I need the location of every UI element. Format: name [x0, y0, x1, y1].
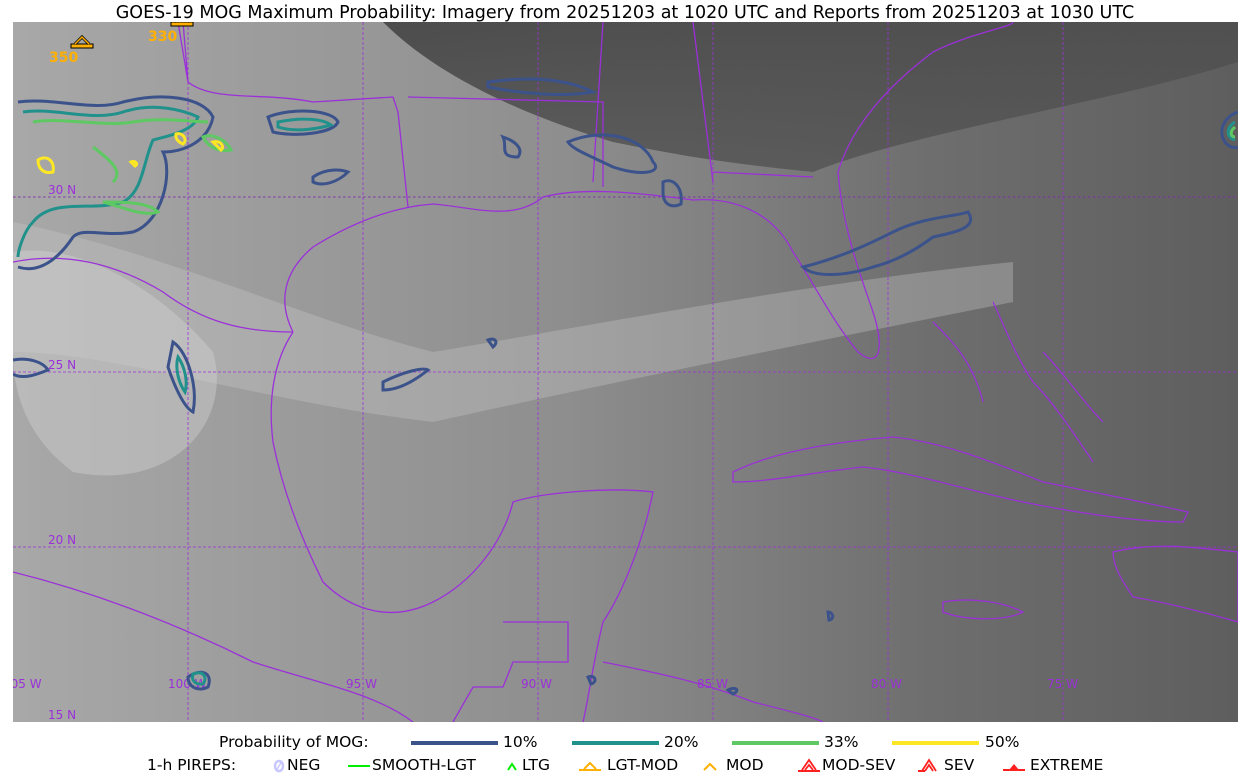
bahamas — [932, 301, 1104, 463]
lon-label: 85 W — [697, 677, 728, 691]
lat-label: 25 N — [48, 358, 76, 372]
mog-contours — [13, 77, 1238, 696]
lon-label: 90 W — [521, 677, 552, 691]
lon-label: 75 W — [1047, 677, 1078, 691]
legend-label-10: 10% — [503, 733, 538, 751]
jamaica — [942, 599, 1025, 620]
pirep-label-extreme: EXTREME — [1030, 756, 1104, 774]
satellite-map: 105 W 100 W 95 W 90 W 85 W 80 W 75 W 30 … — [13, 22, 1238, 722]
hispaniola — [1112, 545, 1238, 623]
lon-label: 105 W — [13, 677, 42, 691]
texas-mexico-coast — [270, 331, 654, 722]
axis-labels: 105 W 100 W 95 W 90 W 85 W 80 W 75 W 30 … — [13, 183, 1078, 722]
map-title: GOES-19 MOG Maximum Probability: Imagery… — [115, 3, 1135, 23]
contour-50pct — [36, 132, 225, 174]
us-gulf-coast — [284, 22, 1014, 360]
contour-20pct — [16, 105, 1236, 686]
mod-sev-double-caret-bar-icon — [798, 758, 820, 772]
pirep-label-mod-sev: MOD-SEV — [822, 756, 896, 774]
honduras-coast — [602, 661, 824, 722]
bright-cloud-west — [13, 250, 217, 476]
pirep-label-lgt-mod: LGT-MOD — [607, 756, 679, 774]
pirep-label-ltg: LTG — [522, 756, 550, 774]
cuba — [732, 436, 1189, 523]
pirep-altitude: 330 — [148, 29, 177, 45]
contour-33pct — [32, 118, 1237, 215]
pirep-legend: 1-h PIREPS: NEG SMOOTH-LGT LTG LGT-MOD M… — [0, 756, 1250, 776]
pirep-legend-label: 1-h PIREPS: — [147, 756, 237, 774]
pirep-lgt-mod-icon — [170, 22, 194, 27]
lat-label: 15 N — [48, 708, 76, 722]
legend-label-50: 50% — [985, 733, 1020, 751]
pirep-label-sev: SEV — [944, 756, 975, 774]
pirep-lgt-mod-icon — [70, 34, 94, 49]
pirep-altitude: 350 — [49, 50, 78, 66]
pirep-label-smooth-lgt: SMOOTH-LGT — [372, 756, 476, 774]
lgt-mod-caret-bar-icon — [579, 761, 601, 771]
ltg-caret-icon — [507, 762, 517, 771]
legend-label-33: 33% — [824, 733, 859, 751]
lat-label: 30 N — [48, 183, 76, 197]
legend-swatch-33 — [732, 741, 819, 745]
state-borders — [177, 22, 814, 208]
pirep-label-neg: NEG — [287, 756, 321, 774]
extreme-filled-triangle-icon — [1003, 764, 1025, 771]
guatemala-border — [452, 621, 569, 722]
legend-swatch-20 — [572, 741, 659, 745]
contour-10pct — [13, 77, 1238, 696]
coastlines-and-borders — [13, 22, 1238, 722]
mexico-border-south — [13, 571, 414, 722]
smooth-lgt-line-icon — [348, 765, 370, 767]
sev-double-caret-icon — [918, 758, 937, 772]
pirep-label-mod: MOD — [726, 756, 764, 774]
lon-label: 95 W — [346, 677, 377, 691]
mod-caret-icon — [703, 762, 717, 771]
lon-label: 80 W — [871, 677, 902, 691]
legend-label-20: 20% — [664, 733, 699, 751]
legend-swatch-50 — [892, 741, 979, 745]
pirep-markers: 350 330 — [49, 22, 194, 66]
probability-legend: Probability of MOG: 10% 20% 33% 50% — [0, 733, 1250, 753]
rio-grande-border — [13, 257, 294, 333]
neg-circle-icon — [273, 759, 285, 773]
lat-label: 20 N — [48, 533, 76, 547]
probability-legend-label: Probability of MOG: — [219, 733, 369, 751]
legend-swatch-10 — [411, 741, 498, 745]
